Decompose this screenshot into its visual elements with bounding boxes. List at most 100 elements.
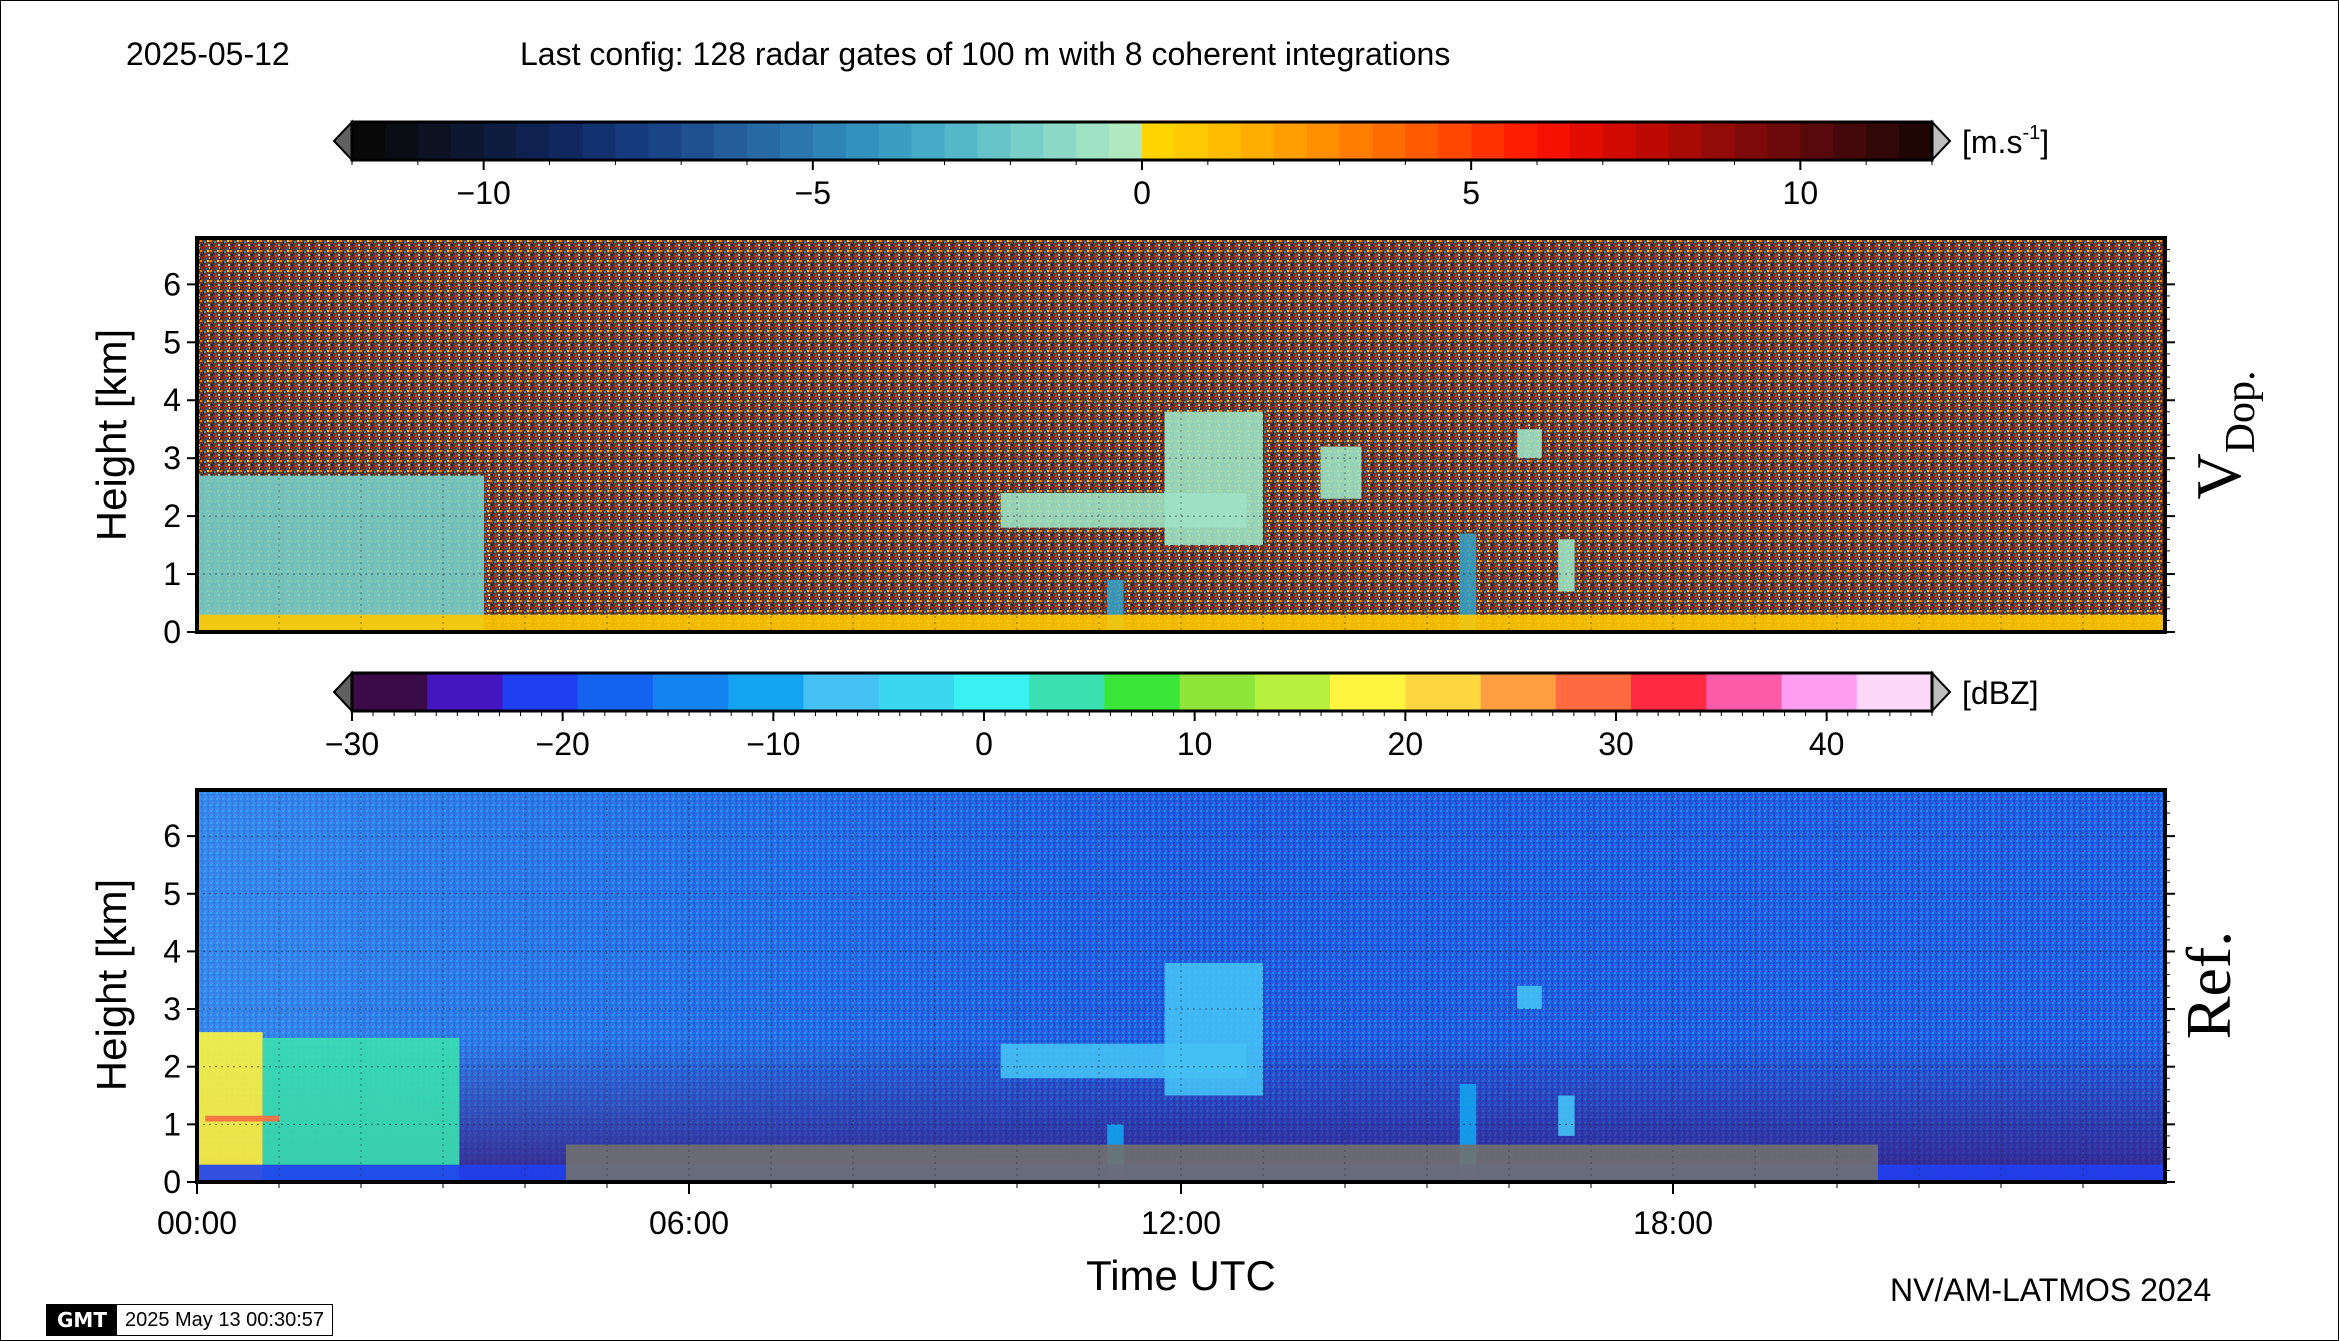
vdop-colorbar-cell bbox=[615, 122, 649, 160]
vdop-colorbar-cell bbox=[812, 122, 847, 160]
vdop-panel: 0 1 2 3 4 5 6 Height [km] VDop. bbox=[88, 236, 2264, 650]
ref-echo bbox=[205, 1115, 279, 1122]
xlabel: Time UTC bbox=[1086, 1252, 1276, 1299]
ref-panel-label: Ref. bbox=[2173, 931, 2244, 1039]
ref-colorbar-cell bbox=[1480, 673, 1557, 711]
vdop-colorbar-cell bbox=[845, 122, 880, 160]
vdop-colorbar-extend-low bbox=[332, 119, 353, 163]
ref-ytick-label: 2 bbox=[163, 1049, 181, 1085]
vdop-colorbar-cell bbox=[1899, 122, 1933, 160]
vdop-ytick-label: 0 bbox=[163, 614, 181, 650]
ref-ytick-label: 0 bbox=[163, 1164, 181, 1200]
vdop-colorbar-tick-label: 10 bbox=[1783, 175, 1819, 211]
ref-colorbar-cell bbox=[1631, 673, 1707, 711]
vdop-colorbar-cell bbox=[747, 122, 781, 160]
vdop-colorbar-cell bbox=[1043, 122, 1077, 160]
vdop-colorbar-cell bbox=[1240, 122, 1275, 160]
ref-ytick-label: 6 bbox=[163, 818, 181, 854]
vdop-colorbar-cell bbox=[1701, 122, 1735, 160]
ref-colorbar-cell bbox=[1555, 673, 1632, 711]
vdop-echo bbox=[1558, 539, 1575, 592]
vdop-colorbar-tick-label: 5 bbox=[1462, 175, 1480, 211]
vdop-colorbar-cell bbox=[944, 122, 978, 160]
ref-colorbar-extend-high bbox=[1931, 670, 1952, 714]
ref-colorbar-cell bbox=[1179, 673, 1256, 711]
vdop-colorbar-cell bbox=[648, 122, 682, 160]
credit-label: NV/AM-LATMOS 2024 bbox=[1890, 1272, 2212, 1308]
ref-colorbar-extend-low bbox=[332, 670, 353, 714]
ref-ylabel: Height [km] bbox=[88, 879, 135, 1091]
ref-colorbar-tick-label: 40 bbox=[1809, 726, 1845, 762]
vdop-colorbar-cell bbox=[1109, 122, 1143, 160]
vdop-colorbar-cell bbox=[1800, 122, 1834, 160]
ref-panel: 0 1 2 3 4 5 6 00:00 06:00 12:00 18:00 Height [km]… bbox=[88, 788, 2244, 1299]
vdop-colorbar-cell bbox=[1339, 122, 1373, 160]
ref-echo bbox=[566, 1144, 1878, 1182]
gmt-logo: GMT bbox=[47, 1305, 117, 1335]
ref-echo bbox=[197, 1032, 263, 1182]
vdop-colorbar-cell bbox=[516, 122, 550, 160]
vdop-colorbar-cell bbox=[582, 122, 616, 160]
ref-colorbar-cell bbox=[1104, 673, 1181, 711]
ref-colorbar-tick-label: 0 bbox=[975, 726, 993, 762]
date-label: 2025-05-12 bbox=[126, 36, 290, 72]
vdop-colorbar-cell bbox=[1569, 122, 1604, 160]
vdop-echo bbox=[1164, 411, 1263, 546]
ref-ytick-label: 3 bbox=[163, 991, 181, 1027]
config-label: Last config: 128 radar gates of 100 m wi… bbox=[520, 36, 1451, 72]
vdop-ytick-label: 1 bbox=[163, 556, 181, 592]
vdop-ytick-label: 2 bbox=[163, 498, 181, 534]
vdop-colorbar-cell bbox=[1076, 122, 1110, 160]
vdop-echo bbox=[1517, 429, 1542, 459]
ref-colorbar-cell bbox=[1781, 673, 1858, 711]
vdop-colorbar-cell bbox=[1504, 122, 1538, 160]
vdop-colorbar-cell bbox=[1866, 122, 1900, 160]
vdop-colorbar-cell bbox=[1372, 122, 1406, 160]
gmt-time: 2025 May 13 00:30:57 bbox=[116, 1305, 333, 1335]
vdop-ytick-label: 6 bbox=[163, 266, 181, 302]
xtick-label: 18:00 bbox=[1633, 1205, 1713, 1241]
vdop-colorbar-cell bbox=[878, 122, 913, 160]
ref-colorbar-cell bbox=[652, 673, 729, 711]
vdop-colorbar-cell bbox=[450, 122, 485, 160]
ref-colorbar-cell bbox=[427, 673, 503, 711]
vdop-colorbar-cell bbox=[483, 122, 518, 160]
vdop-colorbar-cell bbox=[1767, 122, 1801, 160]
vdop-colorbar-cell bbox=[549, 122, 583, 160]
ref-echo bbox=[1164, 962, 1263, 1096]
ref-echo bbox=[1558, 1095, 1575, 1136]
vdop-ylabel: Height [km] bbox=[88, 329, 135, 541]
xtick-label: 06:00 bbox=[649, 1205, 729, 1241]
ref-colorbar-cell bbox=[728, 673, 804, 711]
vdop-colorbar-cell bbox=[1734, 122, 1768, 160]
gmt-timestamp: GMT 2025 May 13 00:30:57 bbox=[46, 1304, 334, 1336]
vdop-colorbar-cell bbox=[1273, 122, 1308, 160]
ref-colorbar-tick-label: 10 bbox=[1177, 726, 1213, 762]
ref-colorbar-cell bbox=[878, 673, 955, 711]
vdop-colorbar-cell bbox=[1306, 122, 1340, 160]
ref-colorbar-frame bbox=[350, 671, 1934, 713]
vdop-ytick-label: 4 bbox=[163, 382, 181, 418]
ref-colorbar-cell bbox=[803, 673, 880, 711]
ref-colorbar-tick-label: −20 bbox=[536, 726, 590, 762]
vdop-ytick-label: 5 bbox=[163, 324, 181, 360]
vdop-colorbar-cell bbox=[1207, 122, 1242, 160]
vdop-colorbar-cell bbox=[911, 122, 945, 160]
ref-colorbar-cell bbox=[352, 673, 428, 711]
ref-colorbar-tick-label: 30 bbox=[1598, 726, 1634, 762]
ref-colorbar-tick-label: −30 bbox=[325, 726, 379, 762]
vdop-panel-label: VDop. bbox=[2183, 370, 2264, 499]
vdop-colorbar-cell bbox=[1471, 122, 1505, 160]
ref-ytick-label: 5 bbox=[163, 876, 181, 912]
vdop-colorbar-cell bbox=[1668, 122, 1703, 160]
vdop-echo bbox=[1320, 446, 1362, 499]
vdop-echo bbox=[1459, 533, 1477, 632]
vdop-colorbar-cell bbox=[384, 122, 419, 160]
vdop-colorbar-cell bbox=[417, 122, 452, 160]
ref-colorbar-cell bbox=[1330, 673, 1406, 711]
vdop-colorbar-extend-high bbox=[1931, 119, 1952, 163]
vdop-colorbar: −10 −5 0 5 10 [m.s-1] bbox=[332, 119, 2049, 211]
vdop-ytick-label: 3 bbox=[163, 440, 181, 476]
vdop-colorbar-cell bbox=[1833, 122, 1867, 160]
